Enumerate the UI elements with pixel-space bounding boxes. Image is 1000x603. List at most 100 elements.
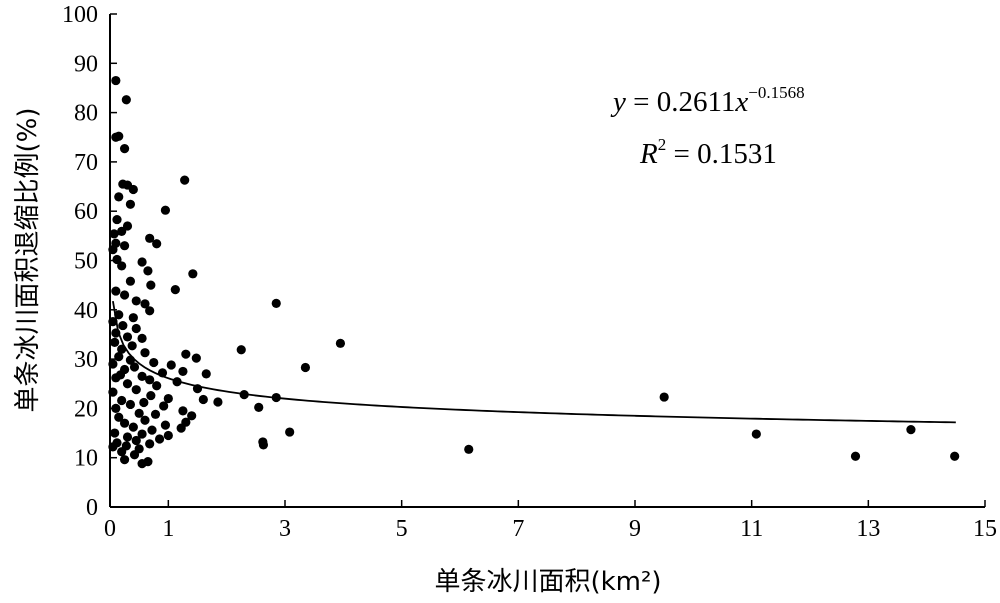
data-point (143, 457, 153, 467)
data-point (137, 429, 147, 439)
y-tick-label: 20 (74, 396, 98, 422)
data-point (125, 199, 136, 209)
data-point (152, 381, 162, 391)
data-point (213, 397, 223, 407)
data-point (111, 328, 121, 338)
y-tick-label: 70 (74, 150, 98, 176)
data-point (254, 402, 264, 413)
data-point (143, 266, 153, 276)
trendline-group (112, 300, 956, 424)
data-point (131, 435, 141, 446)
data-point (110, 337, 120, 347)
data-point (335, 338, 346, 348)
data-point (129, 362, 140, 372)
x-tick-label: 1 (162, 516, 174, 542)
data-point (160, 205, 171, 215)
data-point (111, 75, 121, 86)
data-point (114, 310, 124, 320)
data-point (152, 239, 162, 249)
data-point (145, 306, 155, 316)
data-point (131, 385, 141, 395)
data-points (108, 75, 960, 469)
data-point (906, 425, 916, 435)
data-point (117, 395, 127, 406)
data-point (285, 427, 295, 437)
data-point (188, 269, 198, 279)
data-point (119, 455, 130, 465)
data-point (192, 384, 203, 394)
data-point (751, 429, 761, 439)
data-point (119, 143, 130, 154)
x-axis-title: 单条冰川面积(km²) (434, 567, 661, 597)
x-tick-label: 0 (104, 516, 116, 542)
x-tick-label: 7 (512, 516, 524, 542)
data-point (178, 366, 188, 377)
data-point (271, 298, 281, 308)
data-point (145, 439, 155, 449)
data-point (181, 349, 191, 359)
r-squared-annotation: R2 = 0.1531 (639, 135, 777, 170)
data-point (111, 286, 121, 296)
data-point (160, 420, 171, 430)
data-point (159, 401, 169, 411)
data-point (128, 184, 138, 195)
data-point (117, 344, 127, 354)
data-point (300, 362, 311, 373)
data-point (239, 390, 249, 400)
x-tick-label: 11 (740, 516, 763, 542)
data-point (108, 317, 118, 327)
x-tick-label: 13 (856, 516, 880, 542)
data-point (147, 425, 157, 435)
data-point (122, 332, 133, 342)
data-point (139, 397, 149, 408)
data-point (149, 357, 159, 368)
data-point (170, 284, 180, 295)
x-tick-label: 3 (279, 516, 291, 542)
data-point (117, 261, 127, 271)
y-tick-label: 40 (74, 298, 98, 324)
data-point (172, 377, 182, 387)
y-axis-title: 单条冰川面积退缩比例(%) (13, 108, 43, 413)
data-point (191, 353, 201, 363)
data-point (950, 451, 960, 461)
data-point (154, 434, 165, 444)
data-point (111, 373, 121, 383)
data-point (180, 175, 190, 185)
y-tick-label: 30 (74, 347, 98, 373)
data-point (119, 290, 130, 300)
y-tick-label: 60 (74, 199, 98, 225)
data-point (145, 375, 155, 385)
data-point (129, 450, 140, 460)
data-point (271, 392, 281, 403)
y-tick-label: 80 (74, 101, 98, 127)
data-point (140, 299, 150, 309)
x-tick-label: 5 (396, 516, 408, 542)
y-tick-label: 50 (74, 249, 98, 275)
data-point (119, 418, 130, 428)
data-point (114, 412, 124, 422)
data-point (118, 320, 128, 331)
power-trendline (112, 300, 956, 424)
data-point (108, 359, 118, 369)
data-point (258, 440, 269, 450)
data-point (121, 95, 131, 105)
data-point (137, 257, 147, 267)
data-point (114, 192, 124, 202)
data-point (850, 451, 861, 461)
data-point (134, 408, 144, 418)
data-point (125, 276, 136, 286)
data-point (108, 245, 118, 255)
y-tick-label: 100 (62, 2, 98, 28)
x-tick-label: 15 (973, 516, 997, 542)
y-tick-label: 10 (74, 446, 98, 472)
data-point (157, 368, 168, 378)
data-point (131, 296, 141, 306)
data-point (109, 229, 119, 239)
data-point (146, 390, 156, 401)
data-point (111, 132, 121, 142)
y-tick-label: 90 (74, 51, 98, 77)
data-point (122, 221, 133, 231)
